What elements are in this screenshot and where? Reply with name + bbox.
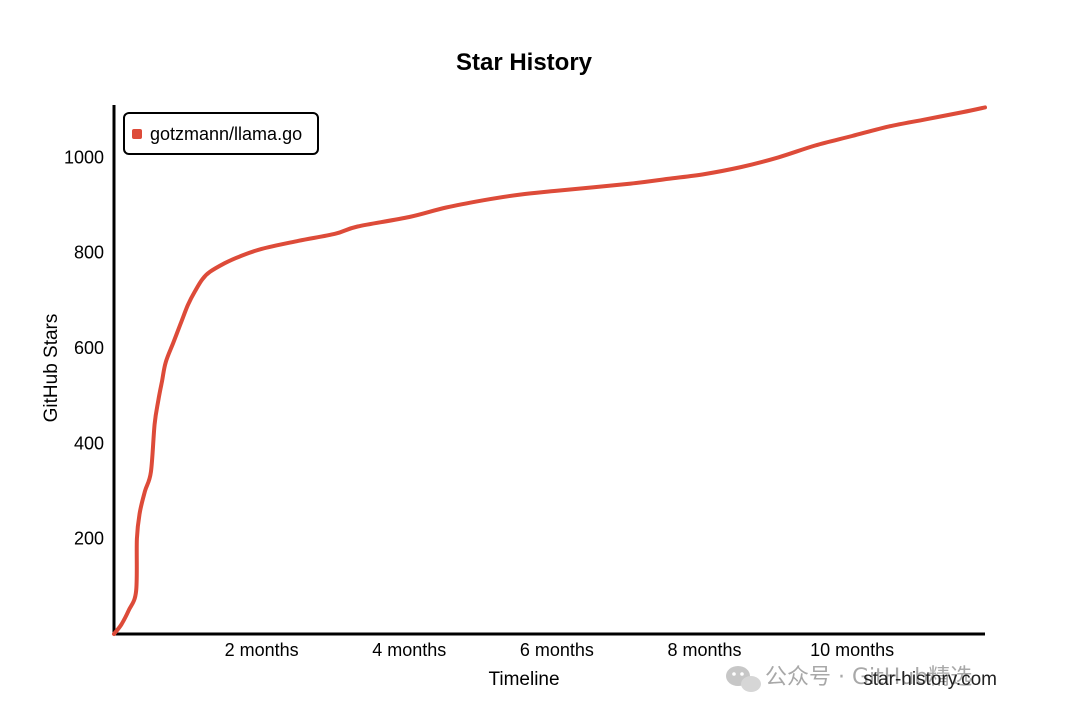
watermark-text: 公众号 · GitHub精选 — [765, 665, 972, 690]
watermark: 公众号 · GitHub精选 — [726, 665, 972, 692]
x-tick-label: 2 months — [225, 640, 299, 660]
y-tick-label: 600 — [74, 338, 104, 358]
wechat-icon — [726, 666, 761, 692]
legend-box — [123, 112, 319, 155]
x-tick-label: 10 months — [810, 640, 894, 660]
legend-swatch-gotzmann-llama-go — [132, 129, 142, 139]
legend-entry-gotzmann-llama-go: gotzmann/llama.go — [150, 124, 302, 144]
y-axis-label: GitHub Stars — [41, 314, 62, 423]
y-tick-label: 200 — [74, 529, 104, 549]
y-axis-ticks: 200 400 600 800 1000 — [64, 147, 104, 548]
legend: gotzmann/llama.go — [123, 112, 319, 155]
x-axis-ticks: 2 months 4 months 6 months 8 months 10 month… — [225, 640, 895, 660]
y-tick-label: 1000 — [64, 147, 104, 167]
chart-title: Star History — [456, 49, 593, 76]
series-line-gotzmann-llama-go — [112, 105, 987, 636]
credit-star-history: star-history.com — [863, 669, 997, 690]
x-tick-label: 8 months — [667, 640, 741, 660]
x-tick-label: 6 months — [520, 640, 594, 660]
x-tick-label: 4 months — [372, 640, 446, 660]
y-tick-label: 800 — [74, 243, 104, 263]
x-axis-label: Timeline — [488, 669, 559, 690]
y-tick-label: 400 — [74, 433, 104, 453]
